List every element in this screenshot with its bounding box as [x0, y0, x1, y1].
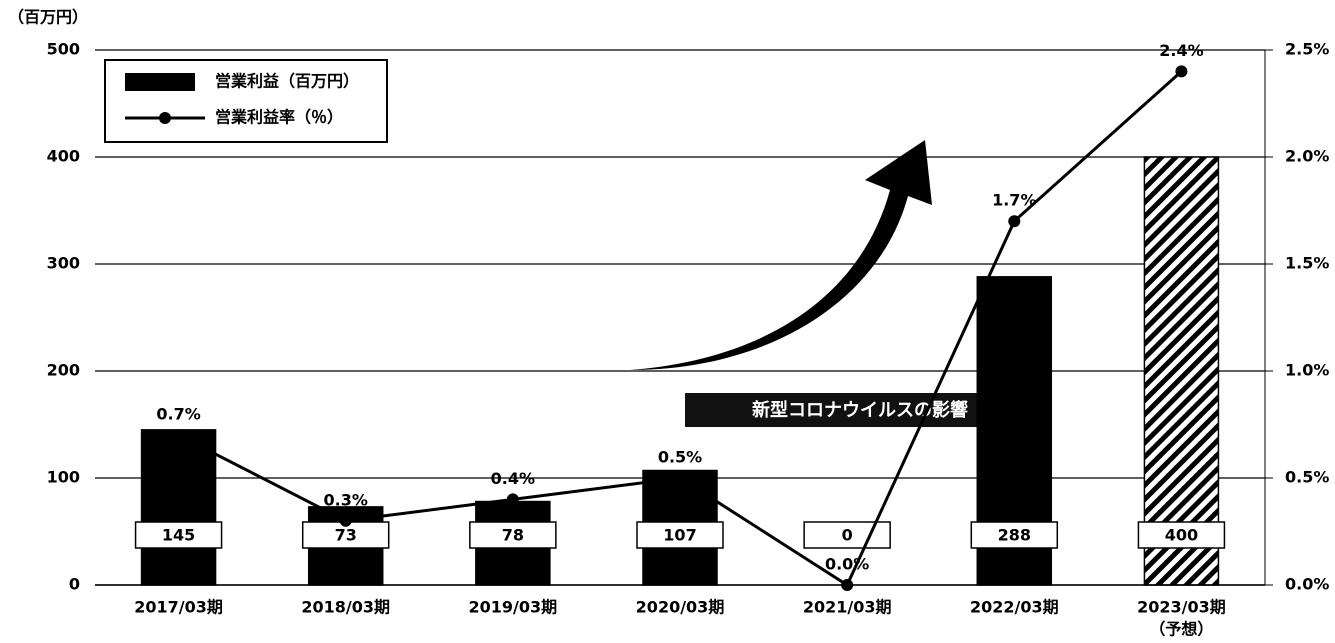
y2-tick-label: 2.5%: [1285, 40, 1329, 59]
x-tick-label: 2023/03期: [1137, 598, 1226, 617]
y-unit: （百万円）: [8, 8, 88, 27]
bar-value-label: 145: [162, 526, 195, 545]
line-value-label: 1.7%: [992, 191, 1036, 210]
bar-value-label: 288: [998, 526, 1031, 545]
y-tick-label: 100: [47, 468, 80, 487]
line-value-label: 0.5%: [658, 448, 702, 467]
x-tick-label: 2020/03期: [636, 598, 725, 617]
x-tick-label: 2022/03期: [970, 598, 1059, 617]
y-tick-label: 500: [47, 40, 80, 59]
x-tick-label: 2021/03期: [803, 598, 892, 617]
y2-tick-label: 0.5%: [1285, 468, 1329, 487]
y2-tick-label: 0.0%: [1285, 575, 1329, 594]
annotation: 新型コロナウイルスの影響: [752, 399, 968, 421]
y2-tick-label: 1.5%: [1285, 254, 1329, 273]
bar-value-label: 400: [1165, 526, 1198, 545]
chart: （百万円） 新型コロナウイルスの影響 0 100 200 300 400 500 0.0% 0…: [0, 0, 1335, 643]
bar-value-label: 73: [335, 526, 357, 545]
y-tick-label: 200: [47, 361, 80, 380]
line-marker: [1175, 65, 1187, 77]
y2-tick-label: 1.0%: [1285, 361, 1329, 380]
legend-label: 営業利益率（％）: [215, 108, 343, 127]
line-marker: [173, 429, 185, 441]
y-tick-label: 400: [47, 147, 80, 166]
legend-swatch: [125, 73, 195, 91]
line-marker: [674, 472, 686, 484]
line-value-label: 2.4%: [1159, 41, 1203, 60]
y-tick-label: 300: [47, 254, 80, 273]
bar-value-label: 0: [842, 526, 853, 545]
bar-value-label: 107: [663, 526, 696, 545]
line-value-label: 0.0%: [825, 555, 869, 574]
line-marker: [340, 515, 352, 527]
bar: [142, 430, 216, 585]
x-tick-label: 2019/03期: [469, 598, 558, 617]
x-tick-sublabel: （予想）: [1149, 620, 1213, 639]
x-tick-label: 2017/03期: [134, 598, 223, 617]
line-value-label: 0.7%: [156, 405, 200, 424]
y-tick-label: 0: [69, 575, 80, 594]
x-tick-label: 2018/03期: [301, 598, 390, 617]
legend-marker: [159, 112, 171, 124]
bar: [1144, 157, 1218, 585]
legend-label: 営業利益（百万円）: [215, 72, 359, 91]
line-marker: [1008, 215, 1020, 227]
y2-tick-label: 2.0%: [1285, 147, 1329, 166]
line-marker: [507, 493, 519, 505]
trend-arrow: [630, 140, 932, 370]
bar-value-label: 78: [502, 526, 524, 545]
line-value-label: 0.3%: [324, 490, 368, 509]
line-value-label: 0.4%: [491, 469, 535, 488]
